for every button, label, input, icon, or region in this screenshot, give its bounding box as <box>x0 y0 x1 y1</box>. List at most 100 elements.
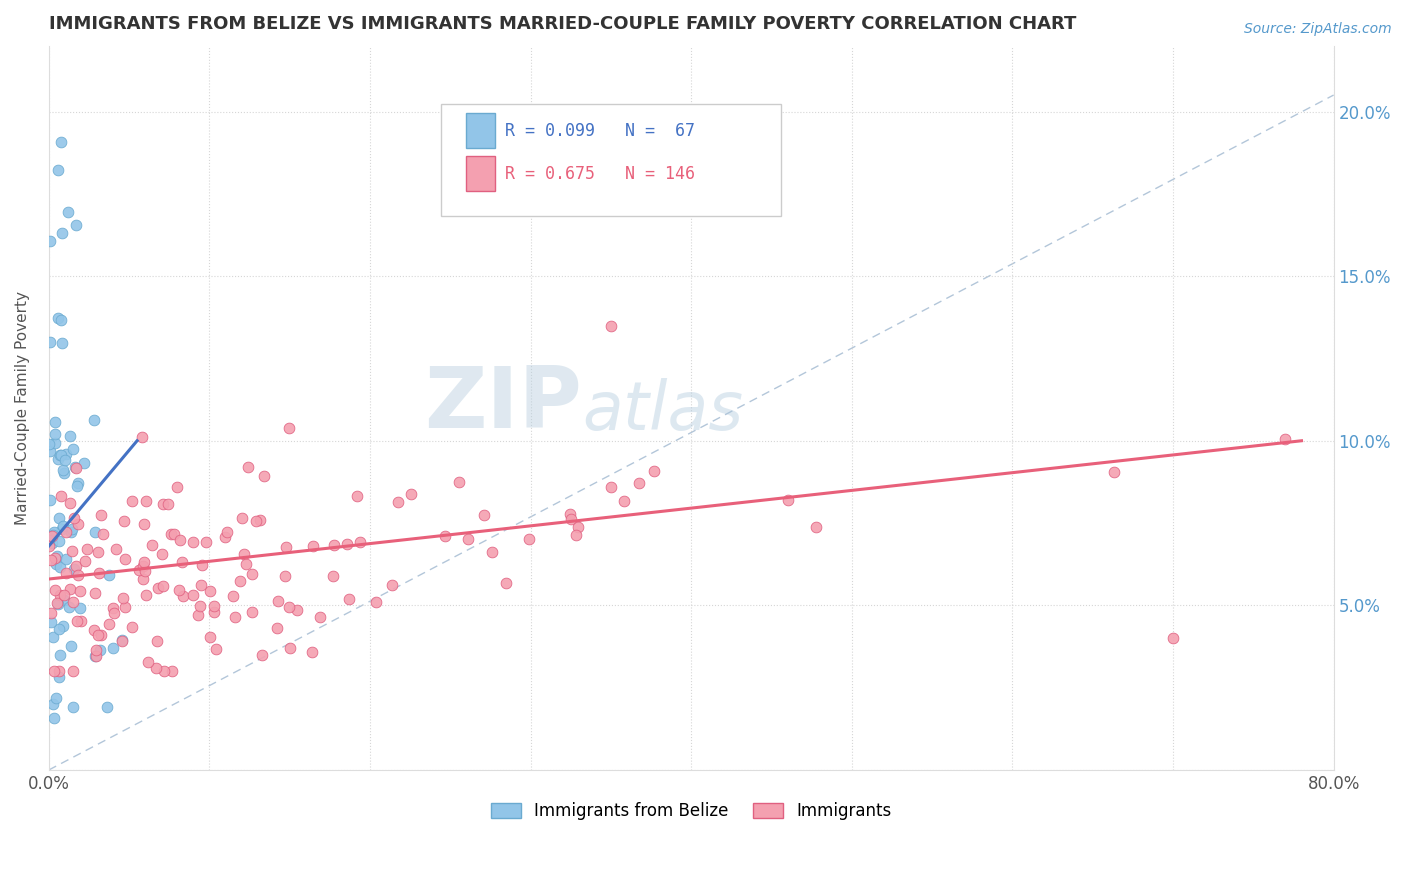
Point <box>59 524 82 539</box>
Point <box>202 605 225 619</box>
Point <box>191 558 214 573</box>
Point <box>349 534 371 549</box>
Point <box>205 642 228 657</box>
Point <box>66 479 89 493</box>
Point <box>39 606 62 620</box>
Point <box>42 630 65 644</box>
Point <box>172 589 194 603</box>
Point <box>643 464 665 478</box>
Point <box>776 493 799 508</box>
Point <box>132 555 155 569</box>
Point <box>166 480 188 494</box>
Point <box>195 534 218 549</box>
Point <box>433 528 456 542</box>
Point <box>274 569 297 583</box>
Point <box>46 452 69 467</box>
Point <box>160 664 183 678</box>
Point <box>152 497 174 511</box>
Point <box>121 494 143 508</box>
Point <box>302 539 325 553</box>
Point <box>90 508 112 523</box>
Point <box>228 574 250 589</box>
Point <box>128 563 150 577</box>
Point <box>253 469 276 483</box>
Point <box>156 497 179 511</box>
Text: R = 0.675   N = 146: R = 0.675 N = 146 <box>505 165 695 183</box>
Point <box>135 493 157 508</box>
Point <box>112 514 135 528</box>
Point <box>101 601 124 615</box>
Point <box>49 648 72 662</box>
Point <box>381 578 404 592</box>
Point <box>38 533 60 547</box>
Point <box>449 475 471 489</box>
Point <box>366 595 388 609</box>
Point <box>628 476 651 491</box>
Point <box>242 605 264 619</box>
Point <box>51 336 73 351</box>
Point <box>804 520 827 534</box>
Point <box>278 421 301 435</box>
Point <box>44 435 66 450</box>
Point <box>266 621 288 635</box>
Point <box>56 205 79 219</box>
Point <box>66 568 89 582</box>
Point <box>42 525 65 540</box>
Point <box>51 523 73 537</box>
Point <box>145 633 167 648</box>
Point <box>111 633 134 648</box>
Point <box>121 620 143 634</box>
Point <box>114 552 136 566</box>
Point <box>49 448 72 462</box>
Point <box>48 511 70 525</box>
Point <box>62 664 84 678</box>
Point <box>141 538 163 552</box>
Point <box>202 599 225 613</box>
Point <box>1102 466 1125 480</box>
Point <box>69 601 91 615</box>
Point <box>42 711 65 725</box>
Point <box>44 426 66 441</box>
Point <box>39 553 62 567</box>
Point <box>309 610 332 624</box>
Point <box>62 562 84 576</box>
Point <box>103 606 125 620</box>
Point <box>67 517 90 532</box>
Point <box>59 582 82 597</box>
Point <box>53 588 76 602</box>
Point <box>169 533 191 548</box>
Point <box>44 551 66 566</box>
Point <box>97 567 120 582</box>
FancyBboxPatch shape <box>467 113 495 148</box>
Point <box>231 511 253 525</box>
Point <box>84 586 107 600</box>
Point <box>152 579 174 593</box>
Point <box>60 522 83 536</box>
Point <box>558 507 581 521</box>
Point <box>481 545 503 559</box>
Y-axis label: Married-Couple Family Poverty: Married-Couple Family Poverty <box>15 291 30 524</box>
Point <box>73 554 96 568</box>
Point <box>567 520 589 534</box>
Point <box>337 592 360 607</box>
FancyBboxPatch shape <box>467 156 495 191</box>
Point <box>52 618 75 632</box>
Text: atlas: atlas <box>582 378 744 444</box>
Point <box>65 558 87 573</box>
Point <box>89 643 111 657</box>
Point <box>323 538 346 552</box>
Point <box>60 544 83 558</box>
Point <box>49 588 72 602</box>
Point <box>59 429 82 443</box>
Point <box>46 311 69 326</box>
Point <box>38 437 60 451</box>
Point <box>1274 433 1296 447</box>
Point <box>52 466 75 480</box>
Point <box>84 524 107 539</box>
Point <box>49 560 72 574</box>
Point <box>172 555 194 569</box>
Point <box>53 593 76 607</box>
Point <box>73 456 96 470</box>
Point <box>301 645 323 659</box>
Point <box>169 583 191 598</box>
